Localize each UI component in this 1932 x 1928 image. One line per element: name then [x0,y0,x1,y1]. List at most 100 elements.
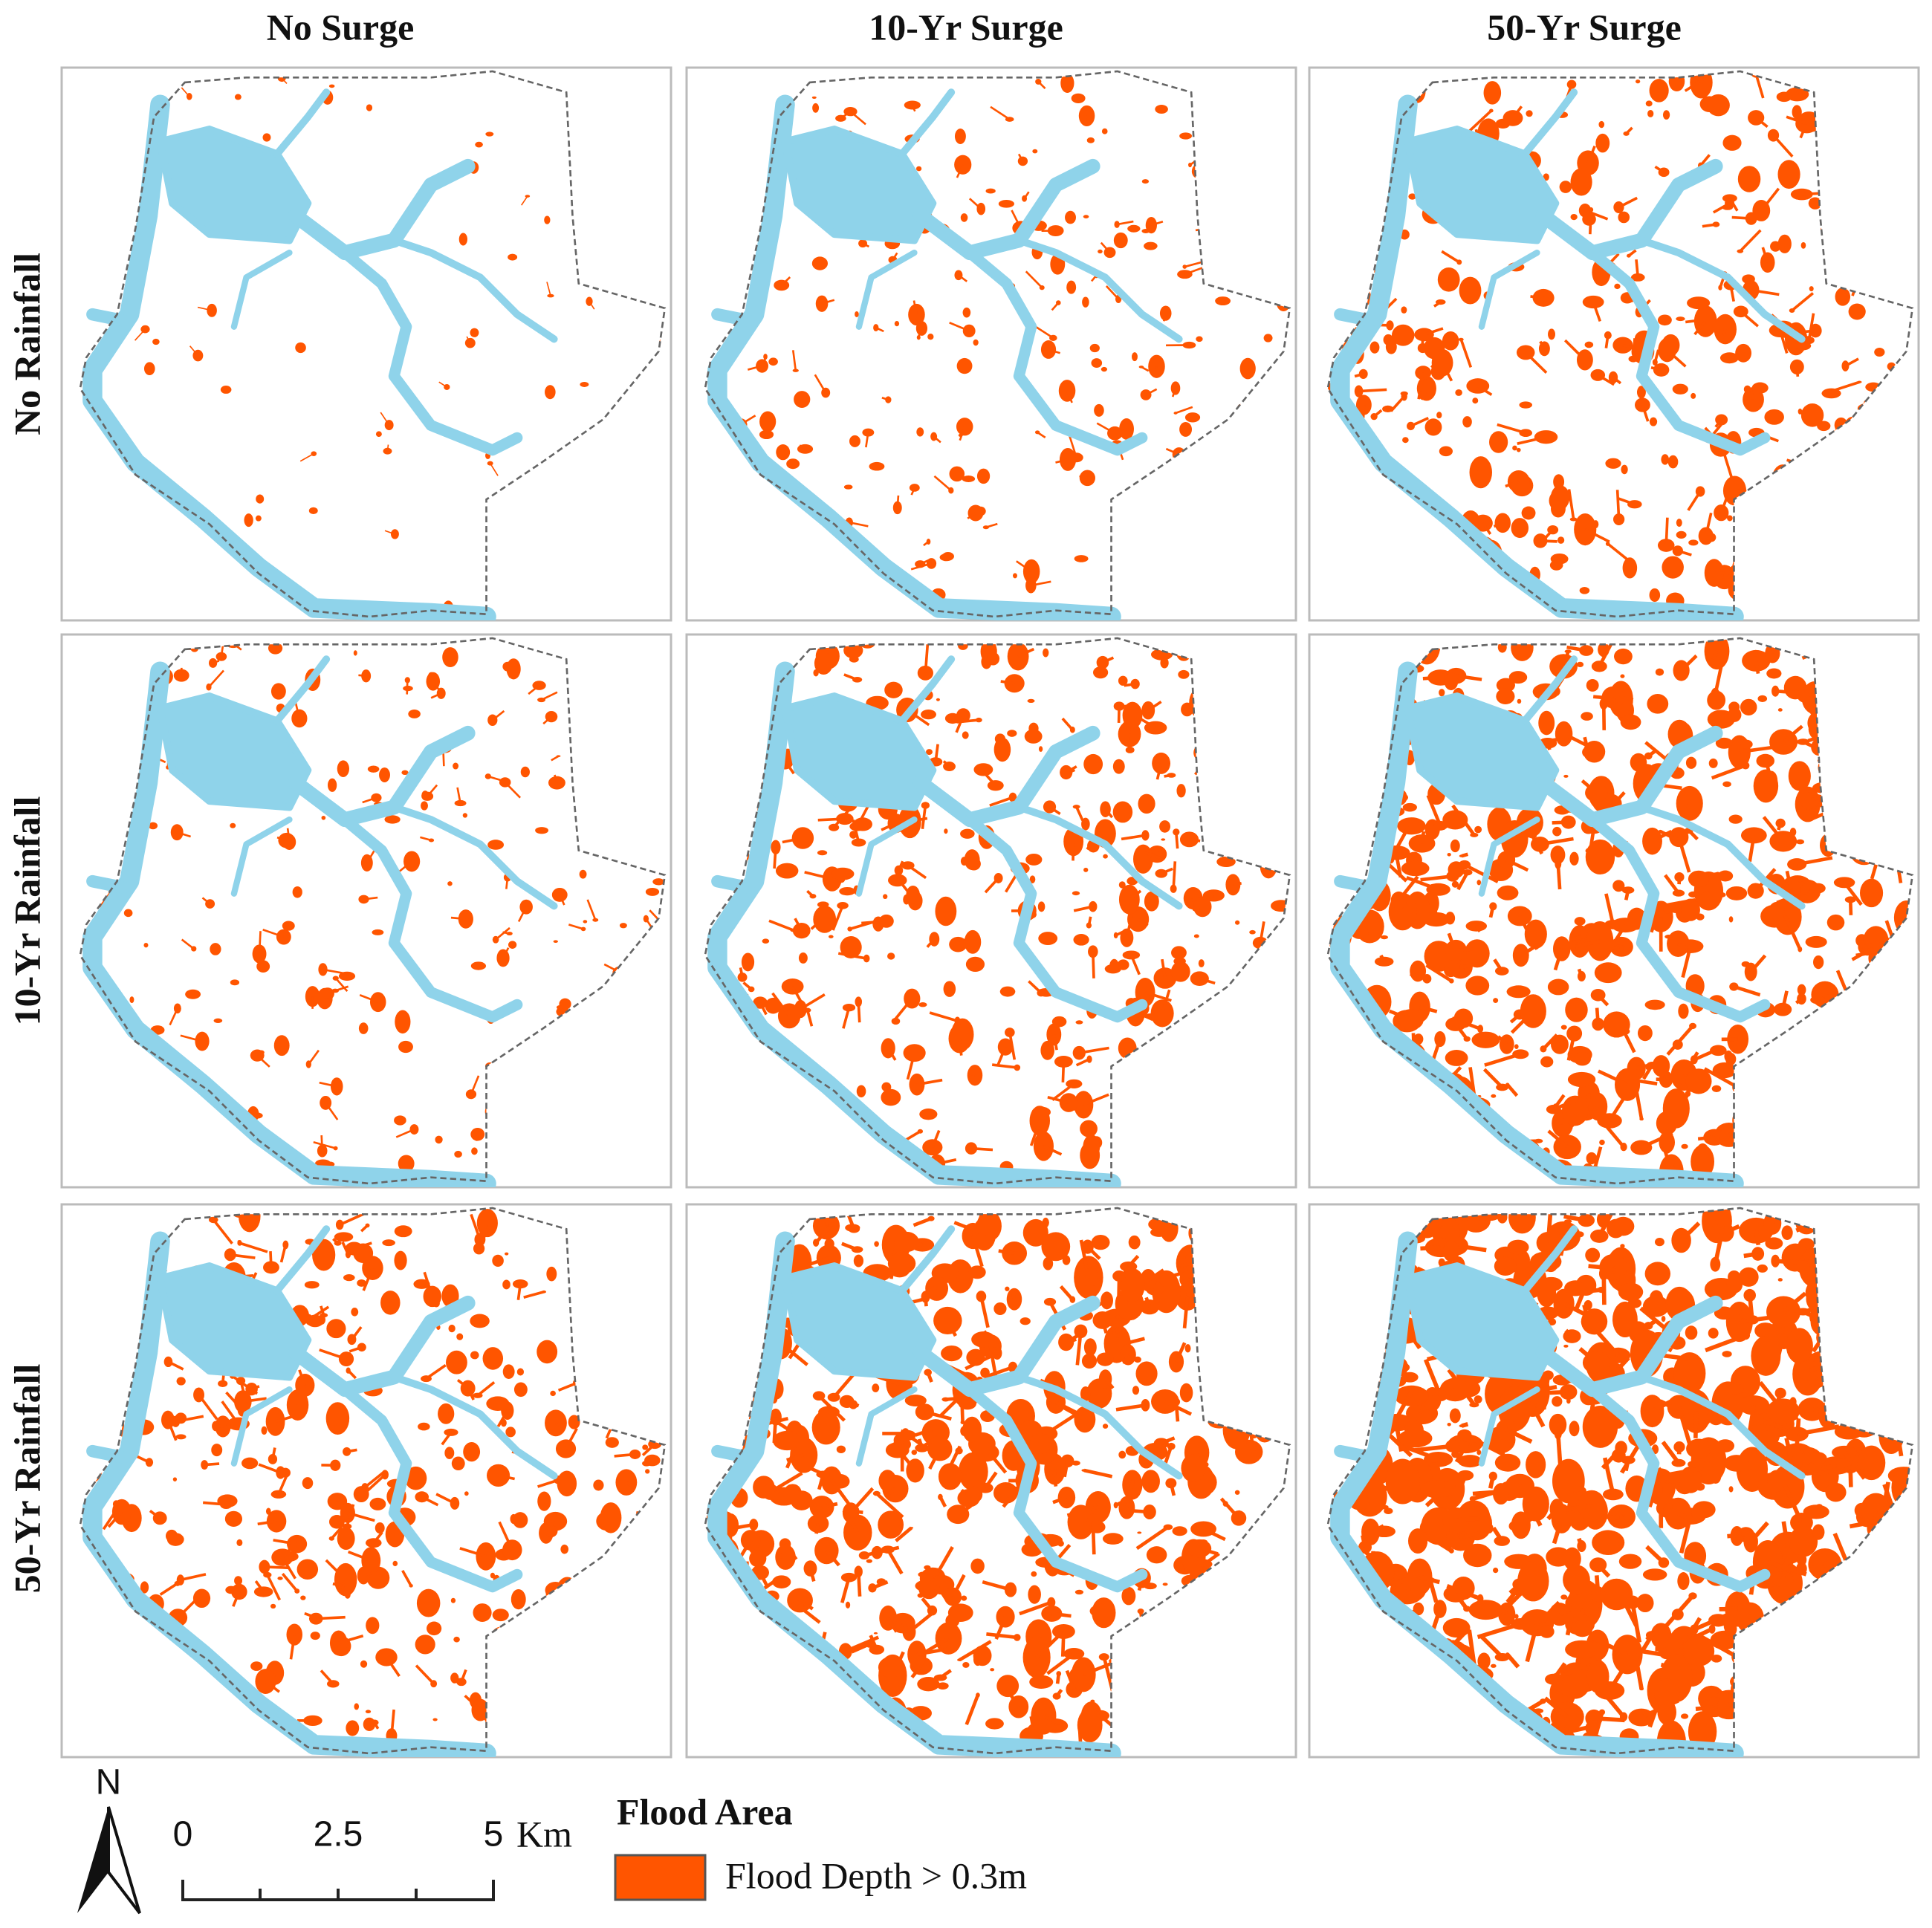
flood-patch [961,1595,967,1600]
flood-channel [1381,1525,1384,1531]
flood-patch [1436,412,1442,418]
flood-channel [1190,840,1201,841]
flood-patch [908,304,925,325]
flood-patch [1729,1486,1734,1492]
flood-patch [1472,397,1478,403]
flood-patch [1664,935,1672,938]
flood-patch [970,1559,985,1574]
flood-patch [1722,135,1741,151]
flood-channel [1491,906,1493,918]
flood-patch [1725,1053,1736,1065]
flood-patch [1673,1039,1683,1050]
flood-patch [1155,105,1168,114]
flood-patch [1688,539,1698,545]
flood-patch [450,1497,460,1510]
flood-patch [302,1477,314,1489]
flood-patch [1194,935,1199,938]
flood-patch [881,1089,901,1106]
flood-channel [1666,518,1667,545]
flood-patch [976,203,985,215]
flood-patch [799,952,808,964]
flood-channel [959,1039,961,1056]
flood-patch [1603,1011,1630,1037]
flood-patch [1126,747,1135,753]
flood-channel [858,1002,859,1022]
flood-patch [392,1561,398,1566]
flood-channel [407,680,408,694]
flood-patch [1474,826,1482,834]
flood-patch [1595,962,1622,983]
flood-patch [548,776,565,790]
flood-patch [1722,194,1737,202]
flood-patch [944,828,947,834]
flood-patch [916,427,924,436]
flood-patch [1419,391,1427,400]
flood-patch [1585,342,1594,348]
flood-patch [326,1402,349,1435]
flood-patch [326,1319,346,1338]
flood-patch [1462,416,1472,427]
flood-patch [996,1606,1014,1628]
flood-patch [369,1498,386,1510]
flood-patch [1008,642,1029,670]
flood-patch [1726,886,1747,900]
flood-patch [646,888,659,896]
flood-patch [791,1490,813,1510]
flood-channel [1156,366,1157,374]
flood-patch [1612,337,1633,354]
flood-patch [1472,1032,1500,1048]
flood-channel [1127,725,1129,745]
flood-patch [1495,1454,1520,1472]
flood-patch [812,256,828,270]
flood-patch [774,280,789,291]
flood-patch [444,1447,454,1459]
flood-patch [1173,1526,1187,1536]
flood-channel [1124,684,1135,686]
flood-patch [967,857,981,871]
flood-patch [1598,121,1604,128]
flood-patch [1636,79,1640,83]
flood-patch [1647,110,1653,117]
flood-patch [466,1089,476,1099]
flood-patch [1020,1317,1031,1325]
flood-patch [379,767,390,782]
flood-patch [973,763,993,776]
flood-channel [451,918,466,919]
flood-patch [925,1276,948,1301]
flood-patch [1065,211,1076,224]
flood-patch [1662,334,1679,356]
flood-patch [615,1469,637,1496]
flood-patch [887,952,895,959]
flood-patch [642,1444,648,1450]
flood-patch [337,1528,355,1550]
flood-channel [1743,353,1745,360]
flood-patch [560,1545,568,1554]
flood-patch [217,1494,237,1507]
flood-patch [919,1109,937,1120]
flood-patch [776,444,790,460]
flood-channel [1698,1137,1714,1139]
flood-patch [363,1718,376,1731]
flood-patch [1766,669,1781,679]
flood-patch [580,870,587,879]
flood-patch [986,189,996,194]
flood-patch [1264,334,1273,342]
flood-patch [394,1115,406,1125]
flood-channel [1636,259,1638,277]
flood-patch [837,1446,846,1453]
flood-patch [408,710,421,718]
flood-patch [1572,1620,1593,1637]
flood-patch [1223,1501,1228,1507]
flood-patch [463,813,467,817]
flood-channel [615,1454,635,1455]
flood-patch [1668,455,1679,469]
flood-patch [507,658,521,679]
flood-patch [874,1241,879,1247]
flood-patch [1571,214,1578,220]
flood-patch [1550,560,1563,571]
flood-patch [1663,110,1670,120]
flood-channel [1073,842,1074,861]
flood-patch [473,1242,484,1254]
flood-patch [1072,94,1086,103]
